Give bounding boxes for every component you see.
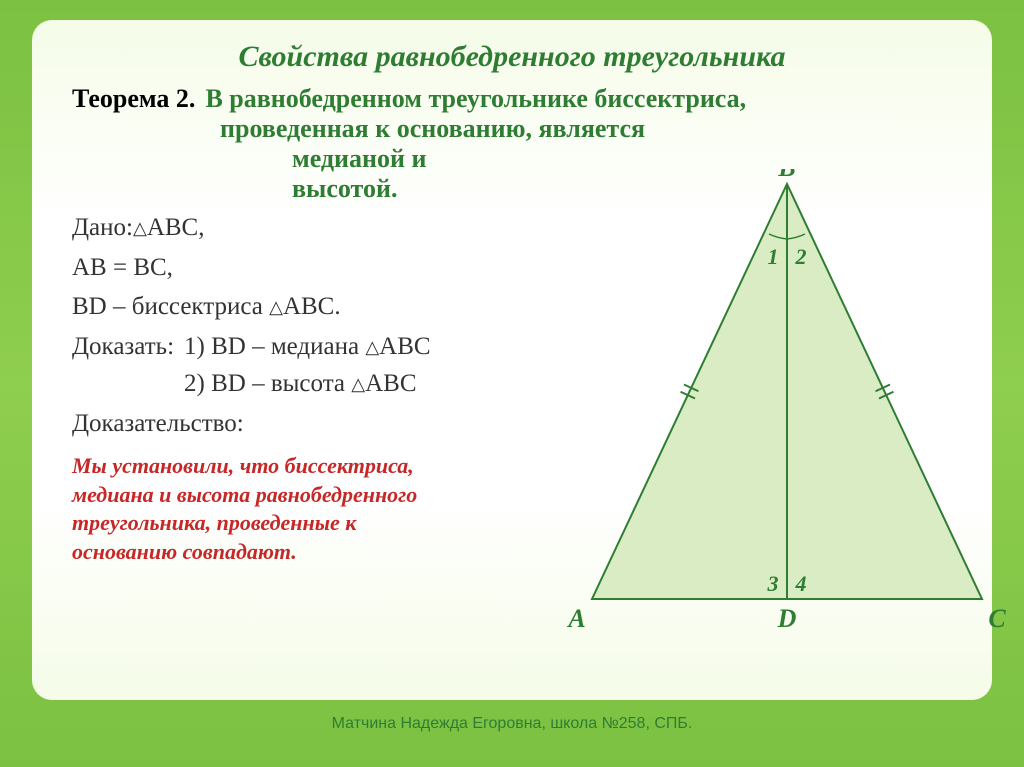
svg-text:4: 4 [795,571,807,596]
given-line3: ВD – биссектриса △АВС. [72,288,612,326]
conclusion-l4: основанию совпадают. [72,538,612,567]
svg-text:2: 2 [795,244,807,269]
theorem-row: Теорема 2. В равнобедренном треугольнике… [72,84,952,114]
given-tri: АВС, [147,214,205,241]
theorem-label: Теорема 2. [72,84,195,114]
theorem-line1: В равнобедренном треугольнике биссектрис… [205,84,746,114]
prove-1-tri: АВС [379,333,430,360]
svg-text:С: С [988,604,1006,633]
triangle-icon: △ [133,215,147,242]
conclusion: Мы установили, что биссектриса, медиана … [72,452,612,566]
prove-item-1: 1) ВD – медиана △АВС [184,328,431,366]
given-line2: АВ = ВС, [72,249,612,287]
conclusion-l3: треугольника, проведенные к [72,509,612,538]
slide-title: Свойства равнобедренного треугольника [72,40,952,74]
prove-label: Доказать: [72,328,174,403]
triangle-icon: △ [351,371,365,398]
prove-2-text: 2) ВD – высота [184,370,351,397]
prove-item-2: 2) ВD – высота △АВС [184,365,431,403]
diagram-column: АВСD1234 [612,209,952,566]
given-line1: Дано:△АВС, [72,209,612,247]
conclusion-l2: медиана и высота равнобедренного [72,481,612,510]
text-column: Дано:△АВС, АВ = ВС, ВD – биссектриса △АВ… [72,209,612,566]
proof-label: Доказательство: [72,405,612,443]
conclusion-l1: Мы установили, что биссектриса, [72,452,612,481]
svg-text:В: В [777,169,795,182]
prove-items: 1) ВD – медиана △АВС 2) ВD – высота △АВС [184,328,431,403]
prove-block: Доказать: 1) ВD – медиана △АВС 2) ВD – в… [72,328,612,403]
svg-text:D: D [777,604,797,633]
svg-text:3: 3 [767,571,779,596]
given-bd: ВD – биссектриса [72,293,269,320]
theorem-line2: проведенная к основанию, является [220,114,952,144]
triangle-icon: △ [269,294,283,321]
given-bd-tri: АВС. [283,293,341,320]
svg-text:А: А [566,604,585,633]
svg-text:1: 1 [768,244,779,269]
slide-content: Свойства равнобедренного треугольника Те… [32,20,992,700]
triangle-icon: △ [365,334,379,361]
prove-1-text: 1) ВD – медиана [184,333,359,360]
triangle-diagram: А В С D 12 34 [532,169,1024,649]
prove-2-tri: АВС [365,370,416,397]
body-row: Дано:△АВС, АВ = ВС, ВD – биссектриса △АВ… [72,209,952,566]
given-label: Дано: [72,214,133,241]
footer: Матчина Надежда Егоровна, школа №258, СП… [332,715,693,733]
